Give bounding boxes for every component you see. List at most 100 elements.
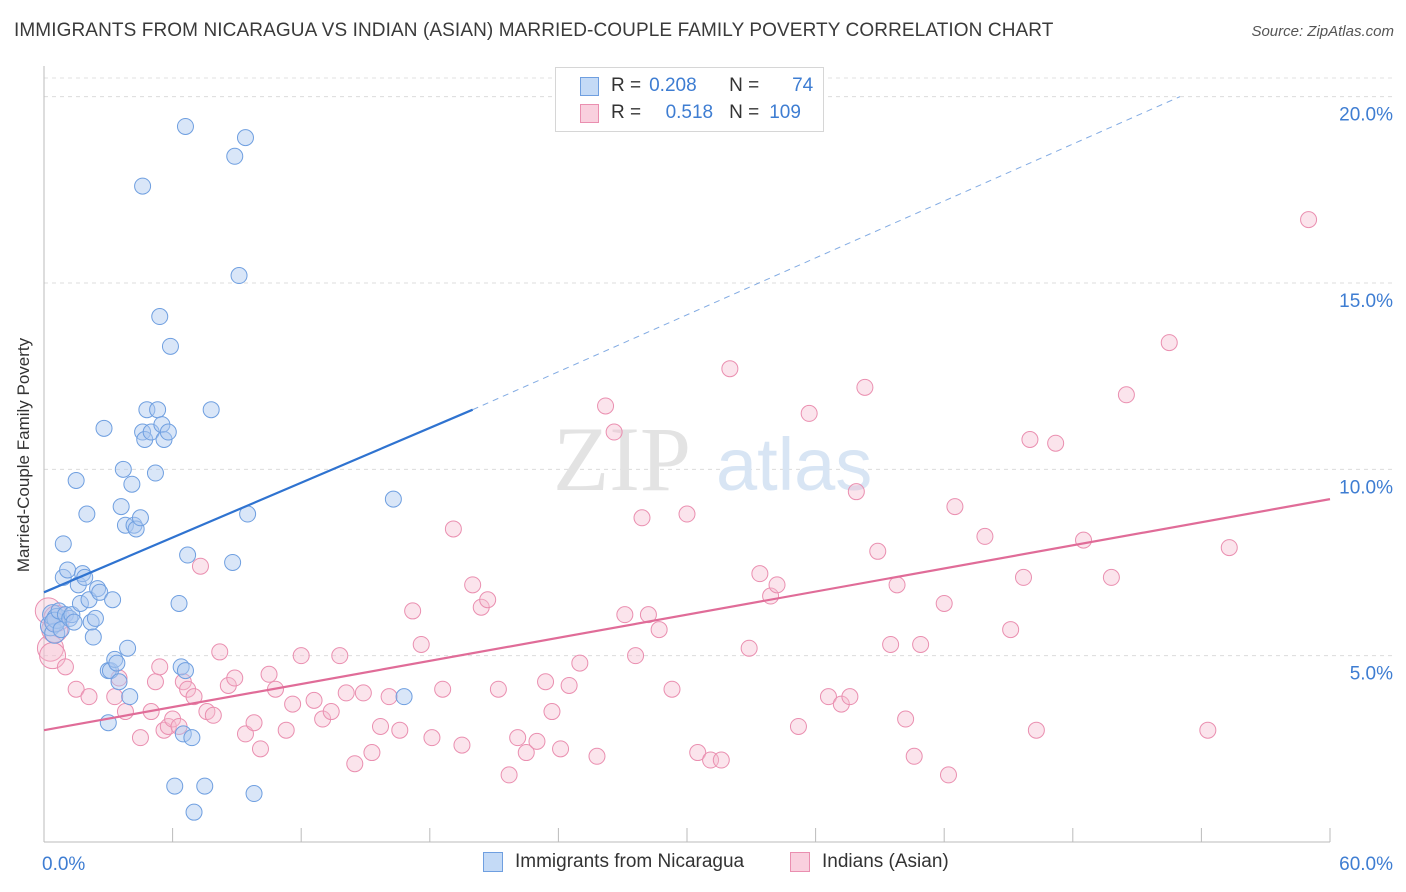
data-point-nicaragua	[230, 267, 248, 285]
data-point-nicaragua	[84, 628, 102, 646]
data-point-nicaragua	[166, 777, 184, 795]
legend-r-value: 0.518	[665, 102, 714, 123]
data-point-nicaragua	[104, 591, 122, 609]
legend-r-value: 0.208	[649, 75, 697, 96]
data-point-indians	[939, 766, 957, 784]
data-point-nicaragua	[123, 475, 141, 493]
data-point-indians	[226, 669, 244, 687]
data-point-indians	[372, 717, 390, 735]
stats-legend: R = 0.208 N = 74 R = 0.518 N = 109	[555, 67, 824, 132]
legend-row-indians: R = 0.518 N = 109	[580, 101, 813, 125]
x-tick-label: 60.0%	[1339, 854, 1393, 875]
legend-label-nicaragua: Immigrants from Nicaragua	[515, 851, 745, 872]
data-point-indians	[56, 658, 74, 676]
data-point-nicaragua	[179, 546, 197, 564]
trend-line-nicaragua-extension	[472, 96, 1181, 411]
data-point-indians	[305, 691, 323, 709]
indians-asian-points	[34, 211, 1318, 784]
data-point-nicaragua	[119, 639, 137, 657]
data-point-indians	[627, 647, 645, 665]
legend-n-label: N =	[729, 75, 760, 96]
chart-title: IMMIGRANTS FROM NICARAGUA VS INDIAN (ASI…	[14, 20, 1054, 41]
data-point-nicaragua	[95, 419, 113, 437]
data-point-indians	[67, 680, 85, 698]
y-tick-label: 15.0%	[1339, 291, 1393, 312]
data-point-indians	[841, 688, 859, 706]
axes	[43, 66, 1331, 843]
data-point-indians	[444, 520, 462, 538]
data-point-nicaragua	[114, 460, 132, 478]
legend-item-indians[interactable]: Indians (Asian)	[790, 851, 949, 873]
data-point-nicaragua	[110, 673, 128, 691]
legend-swatch-pink	[580, 103, 599, 123]
data-point-indians	[337, 684, 355, 702]
data-point-indians	[363, 744, 381, 762]
data-point-indians	[322, 703, 340, 721]
data-point-indians	[1015, 568, 1033, 586]
watermark: ZIP atlas	[553, 408, 872, 510]
data-point-nicaragua	[245, 785, 263, 803]
data-point-nicaragua	[183, 729, 201, 747]
data-point-indians	[185, 688, 203, 706]
data-point-indians	[888, 576, 906, 594]
data-point-indians	[292, 647, 310, 665]
data-point-nicaragua	[395, 688, 413, 706]
data-point-indians	[1047, 434, 1065, 452]
nicaragua-points	[39, 117, 413, 821]
y-tick-label: 5.0%	[1350, 664, 1393, 685]
data-point-indians	[537, 673, 555, 691]
data-point-indians	[284, 695, 302, 713]
data-point-indians	[423, 729, 441, 747]
legend-swatch-nicaragua	[483, 852, 503, 872]
data-point-indians	[789, 717, 807, 735]
data-point-indians	[819, 688, 837, 706]
data-point-nicaragua	[174, 725, 192, 743]
data-point-indians	[1117, 386, 1135, 404]
data-point-indians	[106, 688, 124, 706]
trend-line-indians	[43, 498, 1331, 732]
data-point-indians	[560, 676, 578, 694]
data-point-indians	[1220, 539, 1238, 557]
data-point-indians	[1199, 721, 1217, 739]
y-tick-label: 20.0%	[1339, 105, 1393, 126]
data-point-indians	[751, 565, 769, 583]
data-point-indians	[856, 378, 874, 396]
data-point-indians	[832, 695, 850, 713]
data-point-indians	[571, 654, 589, 672]
data-point-nicaragua	[159, 423, 177, 441]
data-point-indians	[543, 703, 561, 721]
data-point-nicaragua	[170, 594, 188, 612]
legend-n-label: N =	[729, 102, 760, 123]
data-point-indians	[869, 542, 887, 560]
data-point-indians	[882, 635, 900, 653]
data-point-indians	[1300, 211, 1318, 229]
data-point-nicaragua	[146, 464, 164, 482]
data-point-indians	[678, 505, 696, 523]
data-point-indians	[314, 710, 332, 728]
tick-labels: 5.0% 10.0% 15.0% 20.0% 0.0% 60.0%	[42, 105, 1393, 875]
data-point-nicaragua	[65, 613, 83, 631]
data-point-nicaragua	[224, 553, 242, 571]
legend-label-indians: Indians (Asian)	[822, 851, 949, 872]
data-point-nicaragua	[121, 688, 139, 706]
data-point-indians	[151, 658, 169, 676]
legend-item-nicaragua[interactable]: Immigrants from Nicaragua	[483, 851, 744, 873]
data-point-indians	[597, 397, 615, 415]
data-point-indians	[464, 576, 482, 594]
data-point-indians	[897, 710, 915, 728]
data-point-indians	[412, 635, 430, 653]
data-point-nicaragua	[226, 147, 244, 165]
data-point-nicaragua	[127, 520, 145, 538]
data-point-nicaragua	[131, 509, 149, 527]
data-point-indians	[479, 591, 497, 609]
data-point-indians	[131, 729, 149, 747]
legend-n-value: 74	[792, 75, 814, 96]
legend-row-nicaragua: R = 0.208 N = 74	[580, 74, 813, 98]
data-point-nicaragua	[91, 583, 109, 601]
data-point-nicaragua	[59, 561, 77, 579]
data-point-indians	[605, 423, 623, 441]
data-point-indians	[1027, 721, 1045, 739]
data-point-indians	[331, 647, 349, 665]
x-tick-label: 0.0%	[42, 854, 85, 875]
